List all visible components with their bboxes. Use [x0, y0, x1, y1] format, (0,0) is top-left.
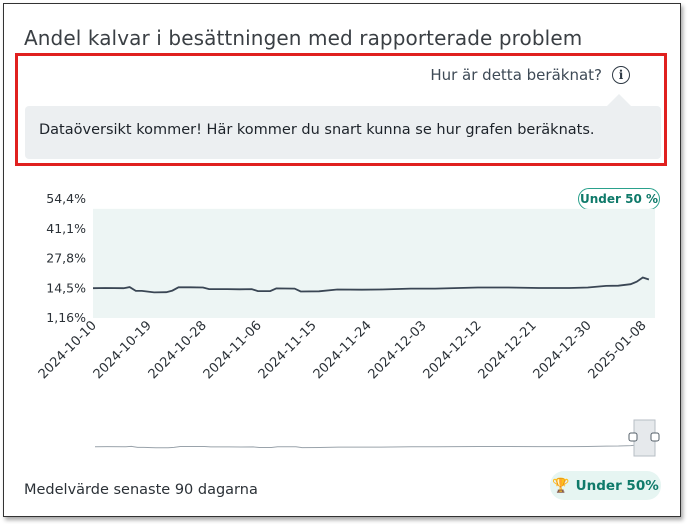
x-tick-label: 2024-12-12	[421, 318, 485, 382]
x-tick-label: 2024-12-03	[366, 318, 430, 382]
average-status-text: Under 50%	[575, 477, 659, 494]
help-section-highlight: Hur är detta beräknat? i Dataöversikt ko…	[15, 53, 667, 166]
x-tick-label: 2024-10-19	[91, 318, 155, 382]
average-label: Medelvärde senaste 90 dagarna	[24, 482, 258, 498]
x-tick-label: 2024-12-21	[476, 318, 540, 382]
average-status-badge: 🏆 Under 50%	[550, 471, 661, 500]
x-tick-label: 2024-12-30	[531, 318, 595, 382]
x-tick-label: 2024-10-28	[146, 318, 210, 382]
navigator-handle-left	[628, 432, 638, 442]
x-tick-label: 2024-11-24	[311, 318, 375, 382]
how-calculated-link[interactable]: Hur är detta beräknat? i	[430, 66, 630, 84]
x-tick-label: 2024-11-06	[201, 318, 265, 382]
x-tick-label: 2024-10-10	[36, 318, 100, 382]
how-calculated-label: Hur är detta beräknat?	[430, 66, 602, 84]
info-popover: Dataöversikt kommer! Här kommer du snart…	[25, 94, 661, 159]
x-tick-label: 2024-11-15	[256, 318, 320, 382]
trophy-icon: 🏆	[552, 477, 570, 494]
y-tick-label: 54,4%	[46, 191, 86, 206]
y-tick-label: 1,16%	[46, 310, 86, 325]
info-icon[interactable]: i	[612, 66, 630, 84]
threshold-badge: Under 50 %	[578, 188, 660, 210]
x-tick-label: 2025-01-08	[586, 318, 650, 382]
card-title: Andel kalvar i besättningen med rapporte…	[24, 26, 583, 50]
threshold-band	[93, 208, 655, 318]
navigator-handle-right	[650, 432, 660, 442]
y-tick-label: 41,1%	[46, 221, 86, 236]
y-tick-label: 14,5%	[46, 280, 86, 295]
series-line	[92, 276, 650, 294]
popover-text: Dataöversikt kommer! Här kommer du snart…	[39, 122, 595, 138]
navigator-line	[94, 443, 649, 449]
line-chart[interactable]: 54,4%41,1%27,8%14,5%1,16%2024-10-102024-…	[0, 0, 688, 470]
y-tick-label: 27,8%	[46, 251, 86, 266]
